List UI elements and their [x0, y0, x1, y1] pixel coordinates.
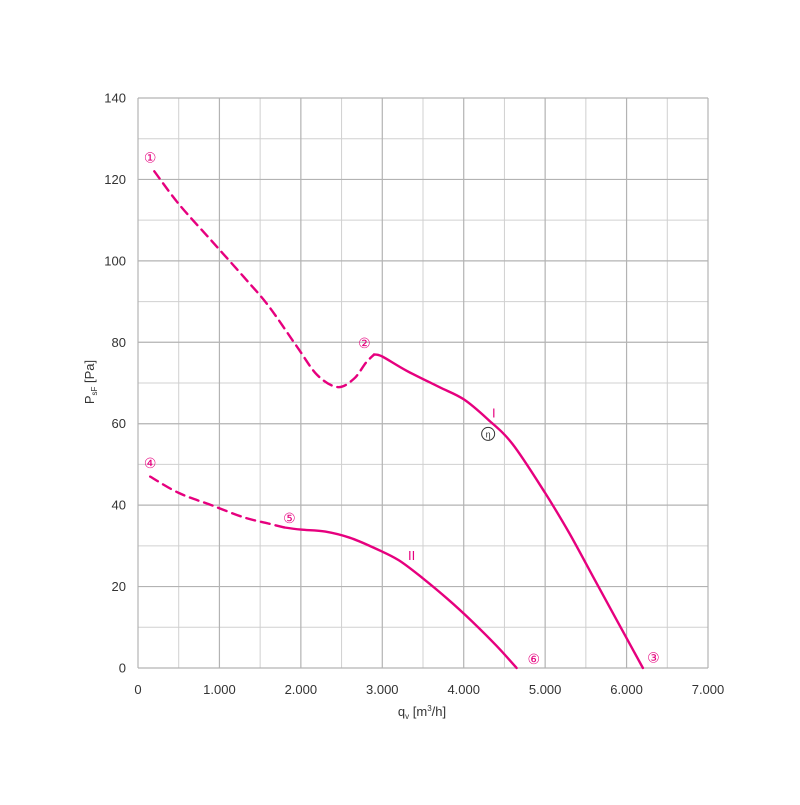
efficiency-marker-circle [481, 426, 496, 441]
x-tick-label: 4.000 [447, 682, 480, 697]
x-tick-label: 3.000 [366, 682, 399, 697]
axes: 0 1.000 2.000 3.000 4.000 5.000 6.000 7.000 0 20 4… [104, 91, 724, 698]
x-tick-label: 6.000 [610, 682, 643, 697]
series-1-solid-line [372, 353, 645, 670]
point-marker: ⑤ [283, 510, 296, 526]
point-marker: ⑥ [527, 651, 540, 667]
point-marker: ④ [144, 455, 157, 471]
y-tick-label: 80 [112, 335, 126, 350]
x-tick-label: 7.000 [692, 682, 725, 697]
series-1-dashed-line [153, 170, 376, 389]
series-2-solid-line [283, 526, 518, 670]
y-axis-label: PsF [Pa] [82, 360, 99, 404]
series-2-dashed-line [149, 475, 286, 529]
efficiency-marker-text: η [486, 429, 491, 439]
curves [149, 170, 645, 670]
x-tick-label: 1.000 [203, 682, 236, 697]
point-marker: ③ [647, 650, 660, 666]
grid [137, 97, 709, 669]
y-tick-label: 60 [112, 416, 126, 431]
x-tick-label: 2.000 [285, 682, 318, 697]
y-tick-label: 40 [112, 498, 126, 513]
y-tick-label: 120 [104, 172, 126, 187]
x-tick-label: 0 [134, 682, 141, 697]
curve-label: I [492, 406, 496, 421]
x-tick-label: 5.000 [529, 682, 562, 697]
y-tick-label: 100 [104, 253, 126, 268]
point-marker: ② [358, 335, 371, 351]
y-tick-label: 140 [104, 91, 126, 106]
y-tick-label: 0 [119, 661, 126, 676]
y-tick-label: 20 [112, 579, 126, 594]
curve-label: II [408, 548, 415, 563]
efficiency-marker: η [481, 426, 496, 441]
point-marker: ① [144, 150, 157, 166]
x-axis-label: qv [m3/h] [398, 704, 446, 721]
